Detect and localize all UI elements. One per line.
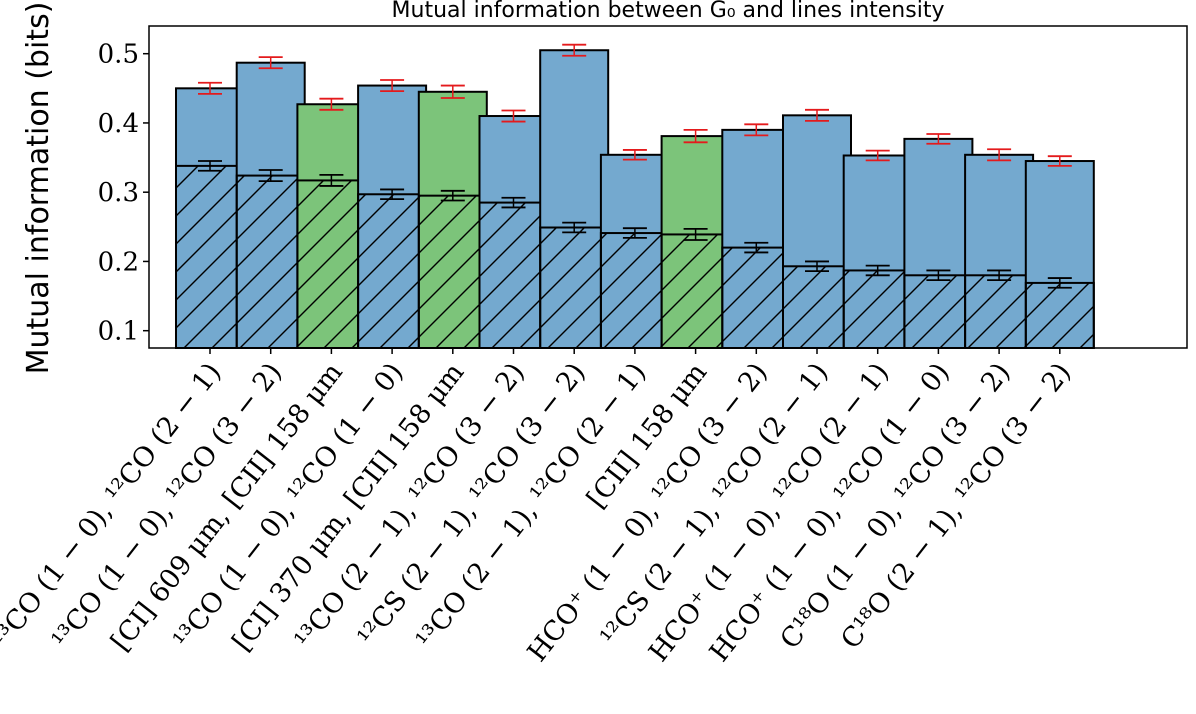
bar-hatched-9 xyxy=(721,246,792,349)
bar-hatched-5 xyxy=(478,201,549,349)
axes-frame xyxy=(148,25,1188,349)
plot-area: ¹³CO (1 − 0), ¹²CO (2 − 1)¹³CO (1 − 0), … xyxy=(0,25,1188,668)
y-tick-label-4: 0.5 xyxy=(98,40,139,70)
bar-hatched-14 xyxy=(1024,281,1095,350)
bar-hatched-3 xyxy=(357,193,428,349)
y-axis-label: Mutual information (bits) xyxy=(21,2,56,375)
bar-hatched-7 xyxy=(599,232,670,350)
y-tick-label-3: 0.4 xyxy=(98,109,139,139)
bar-hatched-8 xyxy=(660,233,731,349)
bar-hatched-10 xyxy=(782,265,852,350)
bar-hatched-12 xyxy=(903,274,974,349)
bar-hatched-0 xyxy=(175,164,245,349)
bar-hatched-11 xyxy=(842,269,913,350)
bar-hatched-1 xyxy=(235,174,306,349)
bar-hatched-6 xyxy=(539,226,610,349)
y-tick-label-1: 0.2 xyxy=(98,247,139,277)
bar-hatched-2 xyxy=(296,179,367,349)
chart-title: Mutual information between G₀ and lines … xyxy=(392,0,945,23)
y-tick-label-0: 0.1 xyxy=(98,317,139,347)
bar-hatched-4 xyxy=(417,194,488,349)
bar-hatched-13 xyxy=(964,274,1035,349)
y-tick-label-2: 0.3 xyxy=(98,178,139,208)
